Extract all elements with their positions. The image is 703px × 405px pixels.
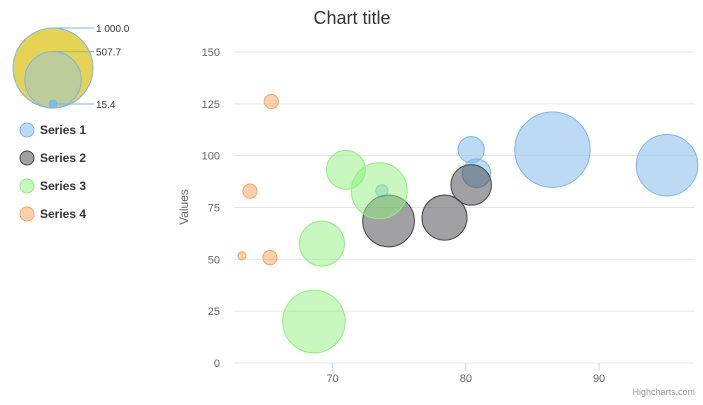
x-tick-label: 70 — [326, 373, 338, 385]
y-tick-label: 75 — [208, 203, 220, 215]
series-4-bubbles — [237, 93, 279, 266]
legend-symbol — [19, 206, 35, 222]
bubble-point[interactable] — [282, 289, 346, 354]
legend-symbol — [19, 150, 35, 166]
legend-label: Series 3 — [40, 179, 86, 193]
credits-link[interactable]: Highcharts.com — [632, 387, 695, 397]
bubble-point[interactable] — [298, 220, 345, 267]
bubble-point[interactable] — [457, 136, 485, 164]
size-legend-label: 507.7 — [96, 48, 121, 59]
y-tick-label: 100 — [202, 151, 220, 163]
legend-label: Series 4 — [40, 207, 86, 221]
bubble-point[interactable] — [450, 164, 492, 206]
legend-label: Series 1 — [40, 123, 86, 137]
y-tick-label: 125 — [202, 99, 220, 111]
size-legend-label: 1 000.0 — [96, 24, 130, 35]
legend-label: Series 2 — [40, 151, 86, 165]
legend-item-series-2[interactable]: Series 2 — [19, 150, 86, 166]
bubble-point[interactable] — [514, 111, 591, 188]
bubble-point[interactable] — [237, 251, 247, 261]
y-axis-ticks: 0 25 50 75 100 125 150 — [202, 47, 220, 370]
y-tick-label: 150 — [202, 47, 220, 59]
series-legend: Series 1 Series 2 Series 3 Series 4 — [19, 122, 86, 222]
bubble-size-legend: 1 000.0 507.7 15.4 — [12, 24, 130, 111]
x-tick-label: 90 — [593, 373, 605, 385]
legend-item-series-3[interactable]: Series 3 — [19, 178, 86, 194]
bubble-point[interactable] — [350, 162, 408, 220]
plot-area — [237, 93, 699, 354]
size-legend-label: 15.4 — [96, 100, 116, 111]
legend-item-series-1[interactable]: Series 1 — [19, 122, 86, 138]
x-axis-ticks: 70 80 90 — [326, 363, 605, 385]
series-3-bubbles — [282, 149, 408, 354]
y-tick-label: 0 — [214, 358, 220, 370]
legend-symbol — [19, 178, 35, 194]
bubble-point[interactable] — [325, 149, 366, 190]
bubble-point[interactable] — [635, 133, 699, 197]
y-axis-title: Values — [177, 189, 191, 225]
legend-symbol — [19, 122, 35, 138]
bubble-point[interactable] — [263, 93, 279, 110]
bubble-point[interactable] — [421, 194, 468, 241]
bubble-point[interactable] — [262, 250, 278, 266]
chart-title: Chart title — [313, 8, 390, 28]
legend-item-series-4[interactable]: Series 4 — [19, 206, 86, 222]
bubble-point[interactable] — [242, 183, 258, 199]
y-tick-label: 25 — [208, 306, 220, 318]
y-tick-label: 50 — [208, 254, 220, 266]
x-tick-label: 80 — [460, 373, 472, 385]
